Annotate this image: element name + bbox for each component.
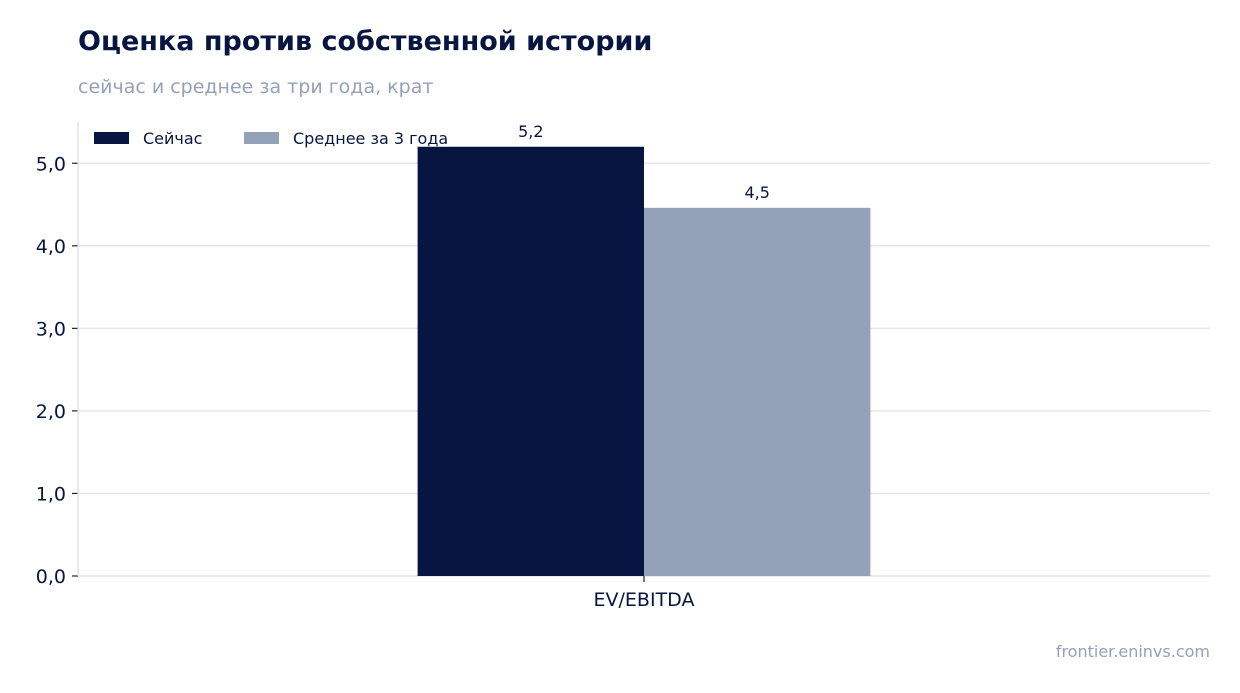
bar-value-label: 5,2: [518, 122, 543, 141]
y-tick-label: 4,0: [36, 236, 66, 258]
source-footer: frontier.eninvs.com: [1055, 642, 1210, 661]
legend: Сейчас Среднее за 3 года: [94, 129, 448, 148]
legend-swatch: [244, 132, 279, 144]
bar-value-label: 4,5: [744, 183, 769, 202]
bars: [417, 146, 871, 576]
legend-label: Сейчас: [143, 129, 202, 148]
bar-current: [417, 146, 644, 576]
legend-label: Среднее за 3 года: [293, 129, 448, 148]
chart-subtitle: сейчас и среднее за три года, крат: [78, 76, 434, 98]
legend-swatch: [94, 132, 129, 144]
x-tick-label: EV/EBITDA: [594, 589, 695, 611]
y-tick-label: 1,0: [36, 483, 66, 505]
axes: 0,0 1,0 2,0 3,0 4,0 5,0 EV/EBITDA: [36, 122, 695, 611]
chart-title: Оценка против собственной истории: [78, 26, 653, 57]
y-tick-label: 5,0: [36, 153, 66, 175]
y-tick-label: 0,0: [36, 566, 66, 588]
y-tick-label: 2,0: [36, 401, 66, 423]
bar-average: [644, 207, 871, 576]
y-tick-label: 3,0: [36, 318, 66, 340]
value-labels: 5,2 4,5: [518, 122, 770, 202]
